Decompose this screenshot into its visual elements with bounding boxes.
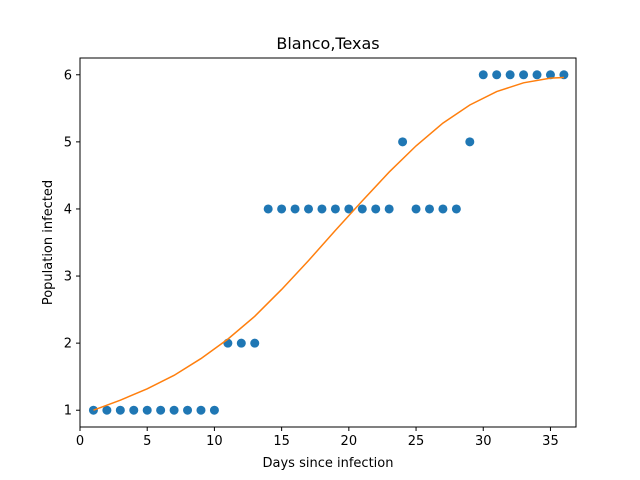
x-tick-label: 15 bbox=[273, 434, 290, 449]
data-point bbox=[438, 204, 448, 214]
data-point bbox=[196, 405, 206, 415]
x-tick-label: 30 bbox=[475, 434, 492, 449]
data-point bbox=[451, 204, 461, 214]
x-tick-label: 10 bbox=[206, 434, 223, 449]
x-tick-label: 0 bbox=[76, 434, 84, 449]
data-point bbox=[250, 338, 260, 348]
plot-frame bbox=[79, 57, 577, 428]
x-tick-label: 25 bbox=[408, 434, 425, 449]
data-point bbox=[344, 204, 354, 214]
y-tick-label: 4 bbox=[64, 202, 72, 217]
y-tick-label: 5 bbox=[64, 135, 72, 150]
data-point bbox=[169, 405, 179, 415]
data-point bbox=[290, 204, 300, 214]
fit-line bbox=[93, 76, 564, 411]
data-point bbox=[102, 405, 112, 415]
data-point bbox=[330, 204, 340, 214]
y-axis-label: Population infected bbox=[41, 180, 56, 305]
y-tick-label: 6 bbox=[64, 68, 72, 83]
data-point bbox=[478, 70, 488, 80]
data-point bbox=[398, 137, 408, 147]
data-point bbox=[411, 204, 421, 214]
data-point bbox=[142, 405, 152, 415]
data-point bbox=[277, 204, 287, 214]
data-point bbox=[236, 338, 246, 348]
data-point bbox=[545, 70, 555, 80]
data-point bbox=[209, 405, 219, 415]
data-point bbox=[317, 204, 327, 214]
data-point bbox=[263, 204, 273, 214]
y-tick-label: 3 bbox=[64, 270, 72, 285]
data-point bbox=[156, 405, 166, 415]
x-axis-label: Days since infection bbox=[263, 456, 394, 471]
data-point bbox=[384, 204, 394, 214]
chart-title: Blanco,Texas bbox=[276, 34, 379, 53]
x-tick-label: 20 bbox=[341, 434, 358, 449]
data-point bbox=[505, 70, 515, 80]
data-point bbox=[371, 204, 381, 214]
x-tick-label: 5 bbox=[143, 434, 151, 449]
x-tick-label: 35 bbox=[542, 434, 559, 449]
data-point bbox=[357, 204, 367, 214]
data-point bbox=[492, 70, 502, 80]
data-point bbox=[465, 137, 475, 147]
data-point bbox=[519, 70, 529, 80]
data-point bbox=[304, 204, 314, 214]
data-point bbox=[115, 405, 125, 415]
y-tick-label: 2 bbox=[64, 337, 72, 352]
y-tick-label: 1 bbox=[64, 404, 72, 419]
data-point bbox=[424, 204, 434, 214]
data-point bbox=[532, 70, 542, 80]
data-point bbox=[183, 405, 193, 415]
data-point bbox=[129, 405, 139, 415]
